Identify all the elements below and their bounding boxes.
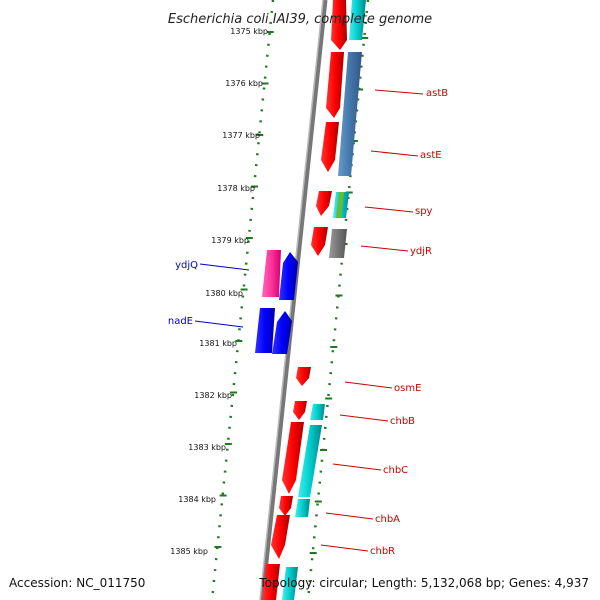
callout-line-ydjR	[360, 245, 409, 252]
cds-red-osmE	[296, 367, 311, 386]
gene-label-osmE: osmE	[394, 383, 421, 394]
tick-label-1381: 1381 kbp	[199, 339, 237, 348]
tick-label-1378: 1378 kbp	[217, 184, 255, 193]
genome-summary-text: Topology: circular; Length: 5,132,068 bp…	[258, 576, 589, 590]
feature-block-green-stripe	[336, 192, 344, 218]
callout-line-osmE	[344, 381, 393, 389]
callout-line-astE	[370, 150, 419, 157]
gene-labels: astB astE spy ydjR ydjQ nadE osmE chbB c…	[168, 88, 448, 557]
gene-label-ydjQ: ydjQ	[175, 260, 198, 271]
tick-label-1376: 1376 kbp	[225, 79, 263, 88]
cds-red-chbA	[279, 496, 293, 516]
feature-block-cyan-2	[310, 404, 325, 420]
cds-red-spy	[316, 191, 332, 216]
forward-cds-track	[262, 0, 347, 600]
callout-line-chbR	[320, 544, 369, 552]
gene-label-chbA: chbA	[375, 514, 400, 525]
gene-label-chbB: chbB	[390, 416, 415, 427]
cds-red-bottom	[262, 564, 280, 600]
inner-ruler-ticks	[214, 31, 274, 548]
cds-blue-ydjQ	[279, 252, 298, 300]
feature-block-cyan	[349, 0, 366, 40]
cds-pink-ydjQ	[262, 250, 281, 297]
tick-label-1380: 1380 kbp	[205, 289, 243, 298]
cds-blue-nadE-1	[255, 308, 275, 353]
accession-text: Accession: NC_011750	[9, 576, 145, 590]
callout-line-ydjQ	[199, 263, 250, 271]
cds-red-chbR	[271, 515, 290, 559]
inner-ruler	[210, 0, 275, 600]
outer-feature-track	[282, 0, 366, 600]
outer-ruler-ticks	[309, 37, 369, 554]
gene-label-chbR: chbR	[370, 546, 395, 557]
callout-line-spy	[364, 206, 414, 213]
tick-label-1382: 1382 kbp	[194, 391, 232, 400]
tick-label-1375: 1375 kbp	[230, 27, 268, 36]
gene-label-astB: astB	[426, 88, 448, 99]
gene-label-astE: astE	[420, 150, 442, 161]
cds-blue-nadE-2	[272, 311, 292, 354]
cds-red-astE	[321, 122, 339, 172]
reverse-cds-track	[255, 250, 298, 354]
gene-label-ydjR: ydjR	[410, 246, 432, 257]
callout-line-chbA	[325, 512, 374, 520]
feature-block-grey	[329, 229, 347, 258]
callout-line-nadE	[194, 320, 244, 328]
map-title: Escherichia coli IAI39, complete genome	[168, 12, 432, 27]
tick-label-1377: 1377 kbp	[222, 131, 260, 140]
kbp-tick-labels: 1375 kbp 1376 kbp 1377 kbp 1378 kbp 1379…	[170, 27, 268, 556]
cds-red-ydjR	[311, 227, 328, 256]
cds-red-chbB	[293, 401, 307, 420]
callout-line-chbC	[332, 463, 382, 471]
gene-label-chbC: chbC	[383, 465, 408, 476]
callout-line-chbB	[339, 414, 389, 422]
outer-ruler	[306, 0, 370, 600]
feature-block-cyan-4	[295, 499, 310, 517]
cds-red-astB	[326, 52, 344, 118]
callout-line-astB	[374, 89, 424, 95]
tick-label-1383: 1383 kbp	[188, 443, 226, 452]
feature-block-cyan-3	[298, 425, 322, 497]
cds-red-chbC	[282, 422, 304, 494]
gene-callout-lines	[194, 89, 424, 552]
cds-red-1	[331, 0, 347, 50]
feature-block-steel-blue	[338, 52, 362, 176]
gene-label-nadE: nadE	[168, 316, 193, 327]
tick-label-1384: 1384 kbp	[178, 495, 216, 504]
tick-label-1379: 1379 kbp	[211, 236, 249, 245]
tick-label-1385: 1385 kbp	[170, 547, 208, 556]
gene-label-spy: spy	[415, 206, 433, 217]
feature-block-cyan-5	[282, 567, 298, 600]
